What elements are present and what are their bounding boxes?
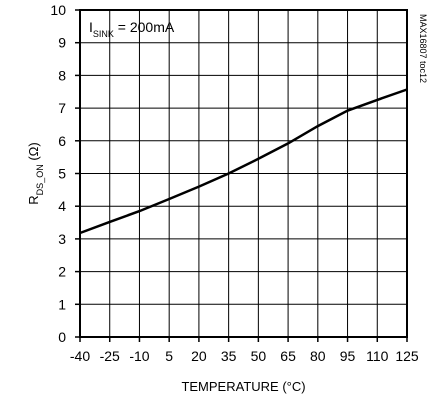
- y-tick-label: 10: [50, 2, 66, 18]
- y-tick-label: 2: [58, 264, 66, 280]
- y-tick-label: 6: [58, 133, 66, 149]
- y-tick-label: 7: [58, 100, 66, 116]
- y-tick-label: 5: [58, 166, 66, 182]
- x-tick-label: 20: [191, 348, 207, 364]
- x-tick-label: 5: [165, 348, 173, 364]
- condition-annotation: ISINK = 200mA: [89, 19, 175, 39]
- annotation-main: I: [89, 19, 93, 35]
- x-ticks: -40 -25 -10 5 20 35 50 65 80 95 110 125: [70, 348, 419, 364]
- annotation-rest: = 200mA: [114, 19, 175, 35]
- y-axis-label-main: R: [26, 195, 41, 204]
- x-tick-label: 35: [221, 348, 237, 364]
- y-axis-label: RDS_ON (Ω): [26, 142, 45, 204]
- series-layer: [79, 88, 408, 235]
- y-axis-label-unit: (Ω): [26, 142, 41, 164]
- x-tick-label: -40: [70, 348, 90, 364]
- figure-tag: MAX16807 toc12: [418, 14, 428, 83]
- x-tick-label: -25: [100, 348, 120, 364]
- grid: [80, 10, 407, 337]
- annotation-sub: SINK: [93, 29, 114, 39]
- x-tick-label: 65: [280, 348, 296, 364]
- x-axis-label: TEMPERATURE (°C): [181, 379, 305, 394]
- y-ticks: 0 1 2 3 4 5 6 7 8 9 10: [50, 2, 66, 345]
- y-tick-label: 4: [58, 198, 66, 214]
- ticks: [75, 9, 408, 342]
- x-tick-label: 95: [340, 348, 356, 364]
- series-line: [79, 88, 408, 235]
- x-tick-label: 50: [251, 348, 267, 364]
- y-tick-label: 8: [58, 67, 66, 83]
- x-tick-label: -10: [129, 348, 149, 364]
- plot-area: [79, 9, 408, 338]
- y-tick-label: 3: [58, 231, 66, 247]
- x-tick-label: 80: [310, 348, 326, 364]
- y-tick-label: 9: [58, 35, 66, 51]
- y-tick-label: 0: [58, 329, 66, 345]
- y-axis-label-sub: DS_ON: [35, 164, 45, 195]
- x-tick-label: 125: [395, 348, 419, 364]
- y-tick-label: 1: [58, 296, 66, 312]
- x-tick-label: 110: [366, 348, 389, 364]
